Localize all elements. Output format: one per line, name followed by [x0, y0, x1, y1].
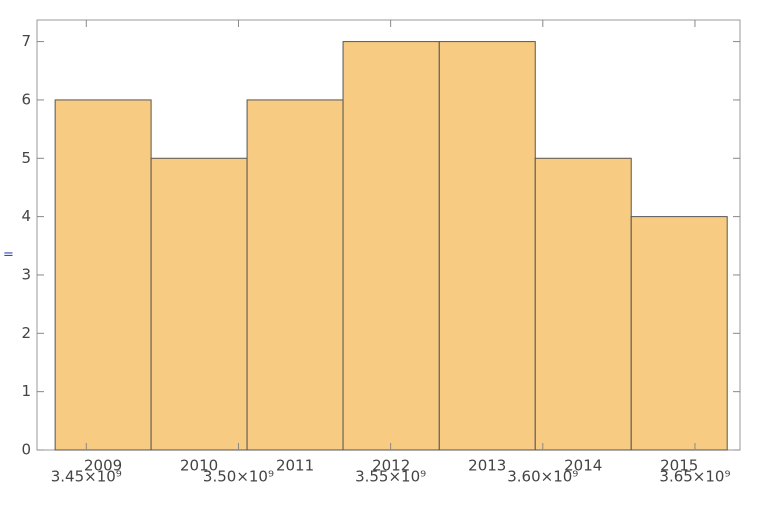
y-tick-label: 4	[21, 207, 31, 225]
bar	[246, 99, 344, 451]
x-category-label: 2014	[564, 457, 602, 475]
y-tick-label: 0	[21, 441, 31, 459]
bar	[438, 41, 536, 451]
x-tick-label: 3.45×10⁹	[51, 468, 122, 486]
y-tick-label: 3	[21, 265, 31, 283]
x-tick-label: 3.60×10⁹	[507, 468, 578, 486]
x-category-label: 2010	[180, 457, 218, 475]
x-tick-label: 3.65×10⁹	[659, 468, 730, 486]
x-category-label: 2012	[372, 457, 410, 475]
x-category-label: 2013	[468, 457, 506, 475]
bar	[630, 216, 728, 451]
x-tick-label: 3.55×10⁹	[355, 468, 426, 486]
y-tick-label: 5	[21, 149, 31, 167]
x-tick-label: 3.50×10⁹	[203, 468, 274, 486]
bar	[534, 157, 632, 451]
y-tick-label: 1	[21, 382, 31, 400]
bar	[342, 41, 440, 451]
y-tick-label: 2	[21, 324, 31, 342]
x-category-label: 2009	[84, 457, 122, 475]
bar	[150, 157, 248, 451]
cell-label: =	[3, 248, 14, 263]
bar	[54, 99, 152, 451]
y-tick-label: 6	[21, 90, 31, 108]
x-category-label: 2011	[276, 457, 314, 475]
y-tick-label: 7	[21, 32, 31, 50]
x-category-label: 2015	[660, 457, 698, 475]
